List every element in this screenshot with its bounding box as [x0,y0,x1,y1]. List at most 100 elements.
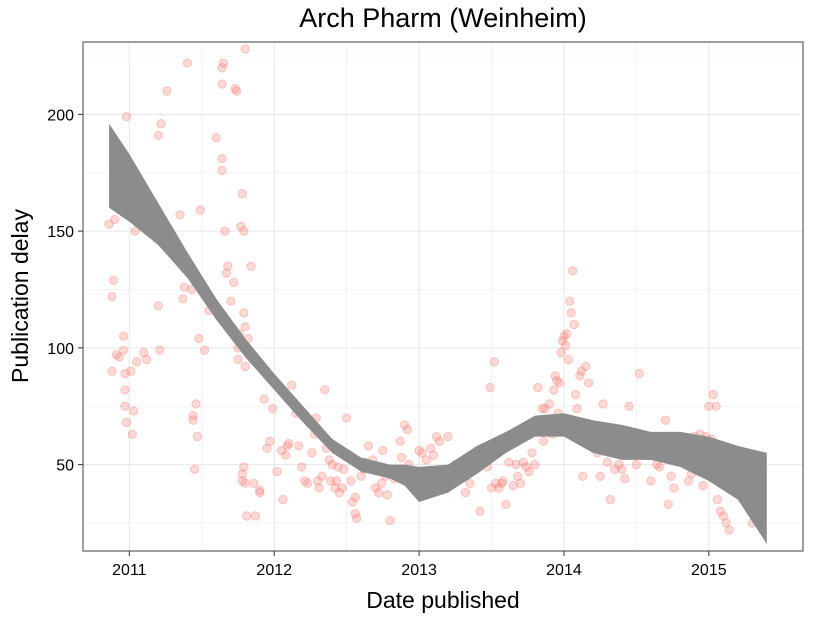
data-point [363,441,374,451]
data-point [107,366,117,376]
data-point [382,490,392,500]
data-point [718,511,729,521]
data-point [660,415,671,425]
data-point [239,462,249,472]
data-point [120,401,130,411]
data-point [530,459,540,470]
data-point [569,319,579,330]
data-point [576,366,587,376]
chart-title: Arch Pharm (Weinheim) [299,3,587,33]
data-point [602,457,613,467]
data-point [182,58,193,68]
data-point [284,438,294,449]
data-point [326,476,336,486]
data-point [255,485,265,495]
data-point [334,487,345,498]
data-point [118,345,129,355]
data-point [620,473,630,484]
data-point [239,308,249,318]
data-point [556,347,566,358]
data-point [698,480,708,491]
data-point [475,506,485,517]
data-point [518,457,529,467]
y-tick-label: 150 [47,224,74,241]
x-tick-label: 2013 [401,562,437,579]
data-point [320,385,330,395]
data-point [669,483,679,493]
data-point [567,266,578,276]
data-point [683,476,694,486]
data-point [521,462,531,472]
data-point [239,226,249,236]
data-point [544,399,555,409]
data-point [217,79,227,89]
data-point [489,357,500,367]
data-points [104,44,765,535]
data-point [575,371,585,381]
data-point [249,478,259,488]
data-point [297,462,307,472]
data-point [634,368,644,379]
data-point [121,417,132,428]
y-axis: 50 100 150 200 [47,107,83,475]
data-point [131,357,142,367]
data-point [721,518,731,528]
data-point [153,301,164,311]
data-point [350,492,361,502]
data-point [231,86,242,96]
data-point [195,205,206,215]
data-point [188,415,198,425]
data-point [237,189,248,199]
data-point [434,436,445,446]
data-point [228,277,239,288]
data-point [337,483,348,493]
data-point [578,471,588,481]
data-point [341,413,352,423]
x-tick-label: 2014 [546,562,582,579]
data-point [711,401,721,411]
data-point [223,261,233,271]
data-point [331,476,342,486]
data-point [240,44,250,54]
data-point [537,403,547,414]
data-point [240,322,250,332]
data-point [130,226,140,236]
data-point [498,476,508,486]
data-point [346,476,356,486]
data-point [485,382,495,393]
data-point [572,403,582,414]
data-point [443,431,453,442]
data-point [559,331,569,341]
data-point [583,378,594,388]
data-point [399,420,410,430]
y-axis-title: Publication delay [7,209,33,383]
data-point [226,296,236,306]
data-point [179,282,190,292]
smooth-confidence-band [109,123,767,544]
data-point [646,476,656,486]
data-point [538,436,549,446]
data-point [107,291,117,302]
data-point [104,219,114,229]
data-point [524,466,534,477]
data-point [276,445,287,456]
data-point [126,366,136,376]
data-point [496,478,507,488]
data-point [373,487,384,498]
data-point [465,478,475,488]
data-point [199,345,210,355]
x-tick-label: 2011 [112,562,147,579]
data-point [666,471,676,481]
data-point [565,296,575,306]
data-point [350,508,361,519]
x-axis-title: Date published [366,587,519,613]
data-point [554,378,565,388]
data-point [370,483,381,493]
data-point [376,478,387,488]
data-point [504,457,514,467]
data-point [110,214,120,225]
data-point [217,154,227,164]
data-point [121,112,132,122]
data-point [218,58,229,68]
